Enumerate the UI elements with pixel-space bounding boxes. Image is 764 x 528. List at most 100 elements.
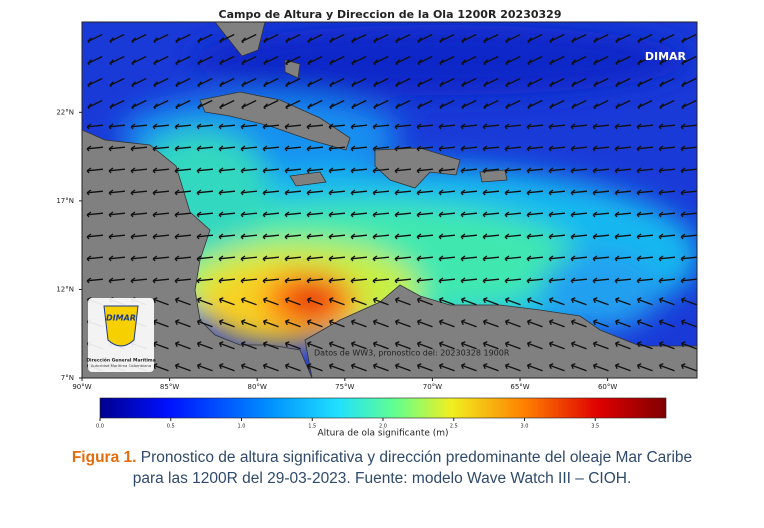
arrow-head xyxy=(152,297,158,304)
arrow xyxy=(240,234,258,238)
arrow-head xyxy=(658,319,664,326)
arrow-head xyxy=(637,37,642,44)
arrow xyxy=(570,146,588,150)
arrow xyxy=(86,168,104,172)
arrow-head xyxy=(615,81,620,88)
arrow-head xyxy=(592,145,598,152)
arrow-head xyxy=(196,211,202,218)
arrow xyxy=(439,33,455,43)
arrow-head xyxy=(571,103,576,110)
arrow xyxy=(505,364,521,372)
arrow-head xyxy=(174,145,180,152)
arrow-head xyxy=(109,59,114,66)
arrow xyxy=(571,298,587,306)
arrow xyxy=(460,234,478,238)
arrow xyxy=(417,342,433,350)
arrow-head xyxy=(526,341,532,348)
arrow-head xyxy=(681,59,686,66)
arrow-head xyxy=(416,319,422,326)
arrow xyxy=(373,342,389,350)
arrow xyxy=(130,168,148,172)
arrow xyxy=(263,99,279,109)
arrow-head xyxy=(438,363,444,370)
arrow-head xyxy=(372,297,378,304)
arrow-head xyxy=(329,81,334,88)
arrow-head xyxy=(571,37,576,44)
arrow xyxy=(131,99,147,109)
arrow xyxy=(350,212,368,216)
arrow xyxy=(373,33,389,43)
arrow xyxy=(504,212,522,216)
arrow-head xyxy=(614,123,620,130)
arrow xyxy=(284,124,302,128)
arrow-head xyxy=(328,123,334,130)
arrow-head xyxy=(130,277,136,284)
arrow xyxy=(416,256,434,260)
arrow-head xyxy=(460,255,466,262)
arrow xyxy=(637,77,653,87)
arrow xyxy=(505,298,521,306)
arrow xyxy=(196,146,214,150)
arrow-head xyxy=(240,233,246,240)
arrow xyxy=(285,33,301,43)
arrow-head xyxy=(658,123,664,130)
arrow-head xyxy=(658,277,664,284)
arrow-head xyxy=(504,233,510,240)
arrow-head xyxy=(482,123,488,130)
arrow-head xyxy=(175,59,180,66)
arrow xyxy=(219,33,235,43)
arrow xyxy=(681,33,697,43)
arrow xyxy=(175,55,191,65)
arrow-head xyxy=(284,363,290,370)
arrow xyxy=(548,256,566,260)
arrow-head xyxy=(130,255,136,262)
arrow-head xyxy=(438,319,444,326)
arrow xyxy=(350,278,368,282)
arrow xyxy=(636,234,654,238)
arrow-head xyxy=(416,167,422,174)
arrow-head xyxy=(87,59,92,66)
arrow-head xyxy=(262,189,268,196)
arrow-head xyxy=(570,145,576,152)
arrow-head xyxy=(394,189,400,196)
arrow xyxy=(153,342,169,350)
arrow-head xyxy=(306,255,312,262)
arrow-head xyxy=(658,255,664,262)
arrow-head xyxy=(637,59,642,66)
arrow xyxy=(483,55,499,65)
arrow xyxy=(395,364,411,372)
arrow-head xyxy=(614,211,620,218)
arrow-head xyxy=(548,167,554,174)
arrow xyxy=(416,168,434,172)
arrow-head xyxy=(416,363,422,370)
arrow-head xyxy=(196,277,202,284)
arrow-head xyxy=(395,81,400,88)
arrow xyxy=(527,99,543,109)
arrow xyxy=(109,33,125,43)
arrow xyxy=(461,33,477,43)
arrow-head xyxy=(592,363,598,370)
arrow xyxy=(306,212,324,216)
arrow-head xyxy=(394,319,400,326)
arrow xyxy=(87,33,103,43)
arrow-head xyxy=(680,145,686,152)
arrow-head xyxy=(284,277,290,284)
arrow-head xyxy=(284,297,290,304)
arrow xyxy=(153,33,169,43)
arrow xyxy=(219,99,235,109)
arrow xyxy=(351,77,367,87)
arrow-head xyxy=(152,145,158,152)
arrow-head xyxy=(548,233,554,240)
arrow-head xyxy=(416,277,422,284)
figure: Campo de Altura y Direccion de la Ola 12… xyxy=(56,8,698,439)
arrow-head xyxy=(460,123,466,130)
arrow-head xyxy=(284,189,290,196)
arrow xyxy=(130,256,148,260)
arrow xyxy=(570,278,588,282)
arrow-head xyxy=(680,123,686,130)
arrow xyxy=(351,298,367,306)
arrow xyxy=(373,77,389,87)
arrow-head xyxy=(328,341,334,348)
arrow-head xyxy=(636,255,642,262)
arrow-head xyxy=(196,319,202,326)
